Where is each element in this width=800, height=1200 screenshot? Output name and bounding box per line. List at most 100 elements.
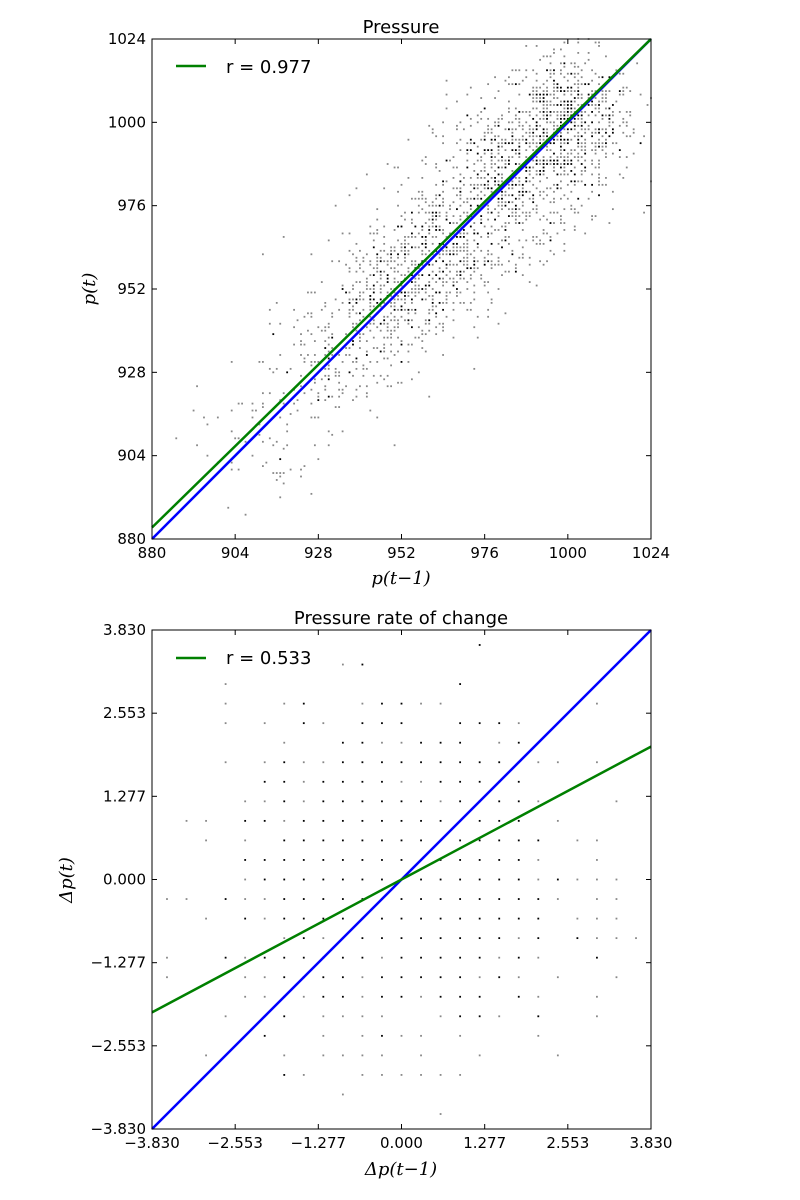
pressure-rate-scatter-point xyxy=(302,702,305,705)
pressure-scatter-point xyxy=(275,367,278,370)
pressure-scatter-point xyxy=(594,215,597,217)
pressure-scatter-point xyxy=(473,222,476,224)
pressure-scatter-point xyxy=(542,97,545,99)
pressure-scatter-point xyxy=(532,176,535,179)
pressure-scatter-point xyxy=(386,281,389,283)
pressure-scatter-point xyxy=(487,124,490,127)
pressure-scatter-point xyxy=(407,361,410,363)
pressure-scatter-point xyxy=(341,430,344,433)
pressure-scatter-point xyxy=(480,274,483,277)
pressure-scatter-point xyxy=(618,93,621,96)
pressure-scatter-point xyxy=(632,128,635,131)
pressure-scatter-point xyxy=(428,218,431,221)
pressure-rate-y-tick-label: 3.830 xyxy=(103,621,146,639)
pressure-scatter-point xyxy=(553,159,555,162)
pressure-scatter-point xyxy=(372,347,375,349)
pressure-scatter-point xyxy=(591,215,593,217)
pressure-scatter-point xyxy=(508,163,510,165)
pressure-scatter-point xyxy=(483,138,486,141)
pressure-scatter-point xyxy=(546,159,548,162)
pressure-scatter-point xyxy=(497,242,500,245)
pressure-scatter-point xyxy=(462,270,465,273)
pressure-scatter-point xyxy=(546,128,548,131)
pressure-scatter-point xyxy=(438,291,441,294)
pressure-scatter-point xyxy=(352,326,354,329)
pressure-scatter-point xyxy=(431,225,434,228)
pressure-scatter-point xyxy=(234,437,237,440)
pressure-scatter-point xyxy=(563,159,566,162)
pressure-scatter-point xyxy=(542,135,545,138)
pressure-scatter-point xyxy=(497,124,500,127)
pressure-rate-scatter-point xyxy=(381,976,383,979)
pressure-scatter-point xyxy=(611,131,614,134)
pressure-scatter-point xyxy=(383,343,386,346)
pressure-scatter-point xyxy=(539,100,542,103)
pressure-scatter-point xyxy=(390,312,392,315)
pressure-rate-scatter-point xyxy=(400,702,403,705)
pressure-scatter-point xyxy=(535,121,538,124)
pressure-scatter-point xyxy=(310,361,313,363)
pressure-scatter-point xyxy=(487,308,490,311)
pressure-scatter-point xyxy=(580,156,583,158)
pressure-scatter-point xyxy=(404,253,406,256)
pressure-rate-scatter-point xyxy=(478,761,481,764)
pressure-scatter-point xyxy=(490,211,493,214)
pressure-scatter-point xyxy=(355,256,358,259)
pressure-scatter-point xyxy=(445,246,448,249)
pressure-scatter-point xyxy=(598,131,600,134)
pressure-scatter-point xyxy=(383,350,386,353)
pressure-scatter-point xyxy=(352,322,354,325)
pressure-scatter-point xyxy=(355,367,358,370)
pressure-scatter-point xyxy=(549,93,552,96)
pressure-scatter-point xyxy=(230,361,233,363)
pressure-scatter-point xyxy=(601,97,604,99)
pressure-scatter-point xyxy=(525,166,528,169)
pressure-scatter-point xyxy=(286,430,289,433)
pressure-rate-legend: r = 0.533 xyxy=(176,648,311,669)
pressure-scatter-point xyxy=(532,142,535,145)
pressure-scatter-point xyxy=(570,204,573,207)
pressure-scatter-point xyxy=(397,204,399,207)
pressure-scatter-point xyxy=(324,399,327,402)
pressure-scatter-point xyxy=(546,121,548,124)
pressure-scatter-point xyxy=(487,187,490,190)
pressure-scatter-point xyxy=(587,93,590,96)
pressure-scatter-point xyxy=(428,329,431,332)
pressure-scatter-point xyxy=(438,215,441,217)
pressure-scatter-point xyxy=(473,270,476,273)
pressure-scatter-point xyxy=(452,263,455,266)
pressure-scatter-point xyxy=(553,104,555,106)
pressure-scatter-point xyxy=(546,117,548,120)
pressure-scatter-point xyxy=(528,93,531,96)
pressure-scatter-point xyxy=(542,215,545,217)
pressure-rate-scatter-point xyxy=(244,995,247,998)
pressure-scatter-point xyxy=(365,392,368,395)
pressure-scatter-point xyxy=(504,163,507,165)
pressure-scatter-point xyxy=(549,142,552,145)
pressure-scatter-point xyxy=(442,326,444,329)
pressure-scatter-point xyxy=(608,117,611,120)
pressure-scatter-point xyxy=(459,138,462,141)
pressure-scatter-point xyxy=(359,263,361,266)
pressure-rate-scatter-point xyxy=(439,976,442,979)
pressure-scatter-point xyxy=(622,131,625,134)
pressure-scatter-point xyxy=(275,472,278,474)
pressure-scatter-point xyxy=(525,149,528,152)
pressure-scatter-point xyxy=(466,246,469,249)
pressure-scatter-point xyxy=(584,142,587,145)
pressure-scatter-point xyxy=(553,79,555,82)
pressure-scatter-point xyxy=(625,135,628,138)
pressure-scatter-point xyxy=(390,288,392,290)
pressure-scatter-point xyxy=(501,239,503,242)
pressure-scatter-point xyxy=(435,333,438,336)
pressure-scatter-point xyxy=(466,152,469,155)
pressure-rate-scatter-point xyxy=(459,859,462,861)
pressure-scatter-point xyxy=(511,201,514,204)
pressure-scatter-point xyxy=(591,100,593,103)
pressure-scatter-point xyxy=(310,315,313,318)
pressure-scatter-point xyxy=(324,305,327,308)
pressure-scatter-point xyxy=(251,409,254,412)
pressure-scatter-point xyxy=(566,197,569,200)
pressure-scatter-point xyxy=(317,392,320,395)
pressure-y-tick-label: 952 xyxy=(117,280,146,298)
